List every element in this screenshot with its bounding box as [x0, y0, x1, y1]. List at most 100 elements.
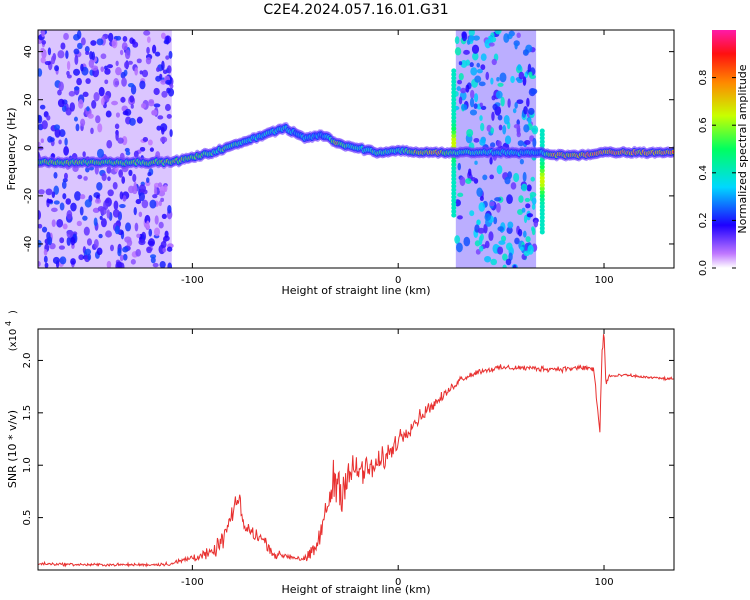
- noise-speck: [476, 68, 483, 74]
- noise-speck: [522, 49, 529, 56]
- noise-speck: [104, 68, 111, 75]
- noise-speck: [112, 181, 118, 190]
- spike-blob-1: [539, 171, 545, 177]
- noise-speck: [46, 198, 53, 204]
- noise-speck: [73, 68, 81, 76]
- noise-speck: [522, 76, 527, 86]
- noise-speck: [84, 199, 92, 208]
- noise-speck: [129, 95, 135, 103]
- noise-speck: [139, 80, 146, 90]
- noise-speck: [83, 176, 88, 181]
- noise-speck: [522, 171, 527, 182]
- noise-speck: [158, 200, 162, 207]
- noise-speck: [119, 254, 124, 262]
- noise-speck: [63, 32, 69, 41]
- noise-speck: [115, 131, 119, 141]
- noise-speck: [494, 30, 502, 35]
- noise-speck: [120, 96, 126, 103]
- noise-speck: [96, 38, 104, 46]
- noise-speck: [161, 90, 168, 98]
- noise-speck: [79, 206, 84, 216]
- noise-speck: [479, 138, 486, 146]
- snr-multiplier-close: ): [8, 310, 19, 314]
- noise-speck: [106, 166, 112, 174]
- noise-speck: [504, 176, 511, 185]
- spike-blob-0: [451, 180, 457, 186]
- noise-speck: [162, 247, 167, 253]
- noise-speck: [57, 89, 62, 96]
- noise-speck: [165, 55, 170, 60]
- noise-speck: [69, 102, 76, 112]
- noise-speck: [54, 128, 61, 138]
- noise-speck: [106, 260, 112, 268]
- noise-speck: [491, 111, 495, 122]
- noise-speck: [108, 32, 114, 42]
- noise-speck: [54, 65, 59, 72]
- noise-speck: [114, 225, 120, 235]
- noise-speck: [100, 66, 105, 72]
- noise-speck: [498, 124, 503, 131]
- noise-speck: [470, 89, 475, 99]
- spike-blob-1: [539, 168, 545, 174]
- noise-speck: [113, 200, 119, 210]
- noise-speck: [152, 262, 159, 268]
- x-tick-label: 100: [594, 577, 613, 588]
- noise-speck: [96, 247, 103, 256]
- noise-speck: [149, 254, 157, 259]
- noise-speck: [531, 226, 535, 232]
- noise-speck: [503, 33, 510, 43]
- noise-speck: [489, 174, 494, 180]
- noise-speck: [523, 230, 527, 238]
- noise-speck: [120, 71, 126, 79]
- noise-speck: [500, 235, 507, 242]
- noise-speck: [148, 100, 155, 107]
- spike-blob-0: [451, 136, 457, 142]
- colorbar: 0.0 0.2 0.4 0.6 0.8 Normalized spectral ampl…: [698, 30, 749, 276]
- spike-blob-0: [451, 122, 457, 128]
- noise-speck: [115, 66, 122, 76]
- noise-speck: [100, 218, 107, 228]
- noise-speck: [463, 236, 471, 247]
- noise-speck: [114, 123, 120, 130]
- colorbar-tick-label: 0.2: [698, 212, 709, 228]
- noise-speck: [155, 67, 160, 72]
- noise-speck: [41, 40, 47, 45]
- noise-speck: [61, 180, 67, 190]
- snr-xlabel: Height of straight line (km): [281, 583, 430, 596]
- noise-speck: [134, 67, 138, 76]
- noise-speck: [156, 125, 162, 131]
- noise-speck: [97, 123, 103, 133]
- noise-speck: [524, 140, 531, 146]
- noise-speck: [468, 30, 475, 37]
- noise-speck: [465, 84, 470, 93]
- noise-speck: [478, 235, 483, 246]
- x-tick-label: 0: [395, 577, 401, 588]
- noise-speck: [518, 71, 525, 80]
- noise-speck: [70, 236, 76, 246]
- noise-speck: [139, 146, 146, 152]
- snr-multiplier: (x10 4: [4, 321, 19, 351]
- noise-speck: [488, 42, 495, 47]
- spike-blob-0: [451, 133, 457, 139]
- noise-speck: [484, 38, 492, 49]
- noise-speck: [81, 37, 86, 46]
- noise-speck: [70, 258, 76, 265]
- noise-speck: [122, 246, 129, 253]
- spike-blob-0: [451, 118, 457, 124]
- noise-speck: [512, 108, 517, 114]
- noise-speck: [153, 227, 161, 237]
- noise-speck: [526, 213, 534, 218]
- noise-speck: [136, 233, 141, 238]
- noise-speck: [491, 95, 496, 101]
- noise-speck: [458, 61, 463, 66]
- noise-speck: [161, 213, 167, 220]
- noise-speck: [513, 124, 521, 129]
- noise-speck: [476, 62, 481, 68]
- noise-speck: [166, 246, 173, 252]
- spike-blob-0: [451, 176, 457, 182]
- noise-speck: [153, 103, 161, 108]
- noise-speck: [489, 201, 495, 207]
- noise-speck: [90, 127, 94, 135]
- noise-speck: [523, 250, 530, 257]
- noise-speck: [485, 71, 490, 81]
